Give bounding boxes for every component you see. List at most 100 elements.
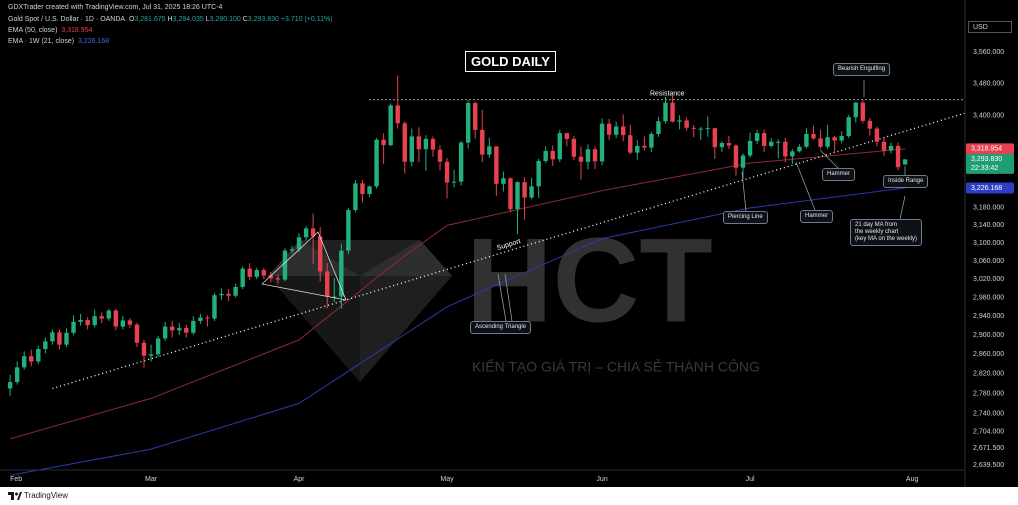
y-tick-label: 2,704.000 xyxy=(973,429,1004,436)
candle-body xyxy=(684,120,689,128)
candle-body xyxy=(155,338,161,355)
candle-body xyxy=(57,332,62,345)
candle-body xyxy=(536,160,541,187)
x-tick-label: May xyxy=(440,476,454,483)
candle-body xyxy=(642,145,647,148)
y-tick-label: 2,671.500 xyxy=(973,445,1004,452)
candle-body xyxy=(451,181,457,183)
y-tick-label: 2,860.000 xyxy=(973,351,1004,358)
x-tick-label: Mar xyxy=(145,476,158,483)
candle-body xyxy=(127,320,133,325)
ohlc-value: 3,281.675 xyxy=(134,16,166,23)
candle-body xyxy=(120,320,126,327)
candle-body xyxy=(592,149,598,162)
candle-body xyxy=(29,356,34,362)
candle-body xyxy=(261,270,267,276)
candle-body xyxy=(818,138,823,147)
candle-body xyxy=(226,293,231,296)
candle-body xyxy=(169,326,175,331)
candle-body xyxy=(50,332,55,342)
candle-body xyxy=(578,156,584,162)
candle-body xyxy=(78,319,83,322)
candle-body xyxy=(902,159,908,165)
watermark-facet xyxy=(268,276,360,382)
watermark-facet xyxy=(268,240,360,276)
credit: GDXTrader created with TradingView.com, … xyxy=(8,4,223,11)
candle-body xyxy=(585,149,591,162)
candle-body xyxy=(416,136,422,150)
y-tick-label: 2,980.000 xyxy=(973,294,1004,301)
candle-body xyxy=(162,326,168,339)
candle-body xyxy=(198,317,203,321)
y-tick-label: 3,060.000 xyxy=(973,258,1004,265)
annotation: 21 day MA from the weekly chart (key MA … xyxy=(850,219,923,246)
candle-body xyxy=(148,354,154,356)
candle-body xyxy=(613,126,619,135)
ohlc-key: L xyxy=(205,16,210,23)
x-tick-label: Jul xyxy=(746,476,755,483)
candle-body xyxy=(747,140,753,156)
candle-body xyxy=(353,183,358,211)
ohlc-key: C xyxy=(242,16,248,23)
symbol-line: Gold Spot / U.S. Dollar · 1D · OANDA O3,… xyxy=(8,16,333,23)
candle-body xyxy=(811,133,816,139)
candle-body xyxy=(740,155,746,168)
candle-body xyxy=(14,367,20,383)
candle-body xyxy=(374,139,379,187)
candle-body xyxy=(409,136,415,162)
connector xyxy=(819,149,839,169)
candle-body xyxy=(839,136,844,141)
candle-body xyxy=(177,327,182,331)
y-tick-label: 3,100.000 xyxy=(973,240,1004,247)
candle-body xyxy=(240,268,245,287)
annotation: Hammer xyxy=(800,210,834,223)
candle-body xyxy=(670,102,675,122)
candle-body xyxy=(289,249,295,251)
candle-body xyxy=(480,129,485,155)
price-label: 3,293.830 xyxy=(971,156,1002,163)
candle-body xyxy=(367,186,372,195)
candle-body xyxy=(754,133,760,141)
candle-body xyxy=(71,321,76,333)
y-tick-label: 3,020.000 xyxy=(973,276,1004,283)
legend-value: 3,318.954 xyxy=(61,27,93,34)
candle-body xyxy=(888,145,894,151)
y-tick-label: 3,400.000 xyxy=(973,112,1004,119)
connector xyxy=(899,195,906,220)
candle-body xyxy=(564,133,570,139)
candle-body xyxy=(705,128,710,130)
candle-body xyxy=(360,183,365,195)
candle-body xyxy=(444,161,450,183)
ohlc-value: 3,280.100 xyxy=(209,16,241,23)
candle-body xyxy=(719,143,725,148)
connectors xyxy=(261,80,906,322)
candle-body xyxy=(656,121,661,134)
y-tick-label: 2,820.000 xyxy=(973,371,1004,378)
candle-body xyxy=(85,319,90,326)
candle-body xyxy=(339,250,344,297)
x-tick-label: Apr xyxy=(294,476,306,483)
x-tick-label: Feb xyxy=(10,476,22,483)
annotation: Piercing Line xyxy=(723,211,768,224)
candle-body xyxy=(395,105,400,124)
candle-body xyxy=(346,210,351,251)
candle-body xyxy=(487,146,492,155)
candle-body xyxy=(797,146,802,152)
logo-part xyxy=(15,492,18,496)
candle-body xyxy=(254,270,259,277)
candle-body xyxy=(860,102,866,121)
x-tick-label: Jun xyxy=(596,476,607,483)
connector xyxy=(795,161,816,211)
candle-body xyxy=(332,296,337,298)
candle-body xyxy=(691,127,696,129)
ohlc-value: 3,294.035 xyxy=(172,16,204,23)
ohlc-key: H xyxy=(167,16,173,23)
ema-line xyxy=(9,148,906,440)
candle-body xyxy=(515,182,520,210)
currency: USD xyxy=(968,21,1012,33)
candle-body xyxy=(7,382,13,389)
legend-entry: EMA (50, close) 3,318.954 xyxy=(8,27,92,34)
candle-body xyxy=(22,356,27,368)
candle-body xyxy=(599,123,605,162)
candle-body xyxy=(430,138,436,150)
